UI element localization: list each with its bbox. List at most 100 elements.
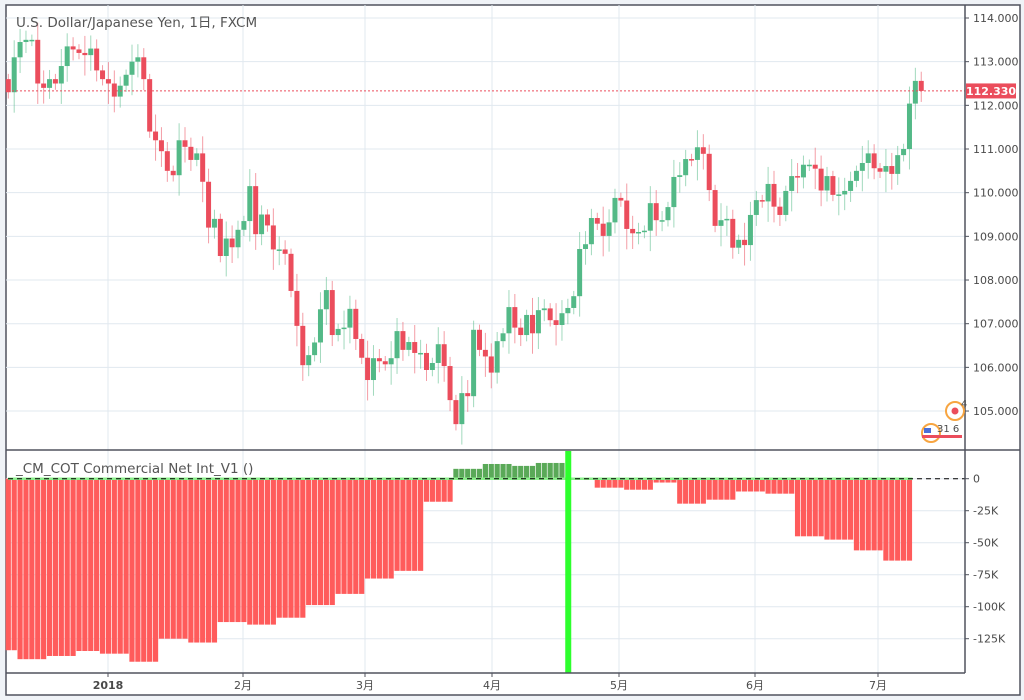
- candle-body: [812, 164, 818, 169]
- candle-body: [388, 358, 394, 365]
- candle-body: [700, 147, 706, 154]
- candle: [594, 212, 600, 230]
- time-tick-label: 3月: [356, 679, 374, 692]
- candle: [329, 280, 335, 347]
- candle: [347, 295, 353, 344]
- cot-bar: [335, 478, 341, 594]
- candle-body: [848, 180, 854, 191]
- candle: [700, 134, 706, 170]
- candle-body: [742, 239, 748, 246]
- cot-bar: [765, 478, 771, 494]
- candle-body: [394, 331, 400, 359]
- candle-body: [453, 400, 459, 425]
- candle-body: [647, 203, 653, 231]
- cot-bar: [524, 465, 530, 479]
- cot-bar: [777, 478, 783, 494]
- candle: [636, 222, 642, 245]
- cot-bar: [52, 478, 59, 656]
- candle-body: [883, 166, 889, 172]
- economic-event-marker[interactable]: 31 6: [921, 423, 962, 443]
- candle: [200, 136, 206, 203]
- cot-bar: [270, 478, 276, 625]
- candle-body: [565, 307, 571, 314]
- candle: [653, 190, 659, 236]
- candle-body: [588, 218, 594, 245]
- candle-body: [423, 352, 429, 370]
- candle-body: [859, 162, 865, 171]
- candle-body: [853, 170, 859, 181]
- candle: [29, 34, 35, 47]
- candle-body: [323, 290, 329, 310]
- cot-bar: [147, 478, 153, 662]
- chart-title[interactable]: U.S. Dollar/Japanese Yen, 1日, FXCM: [16, 15, 257, 31]
- time-axis[interactable]: 2018 2月 3月 4月 5月 6月 7月: [93, 673, 887, 692]
- cot-bar: [99, 478, 106, 654]
- candle: [376, 349, 382, 373]
- candle-body: [488, 356, 494, 373]
- indicator-axis[interactable]: 0 -25K -50K -75K -100K -125K: [965, 473, 1006, 646]
- cot-bar: [64, 478, 70, 656]
- candle: [665, 201, 671, 227]
- cot-bar: [258, 478, 265, 625]
- candle-body: [789, 176, 795, 191]
- alert-dot-icon: [951, 407, 959, 415]
- cot-bar: [194, 478, 200, 643]
- candle-body: [211, 218, 217, 228]
- candle: [52, 73, 58, 90]
- cot-bar: [353, 478, 359, 594]
- candle: [153, 114, 159, 161]
- candle-body: [412, 342, 418, 353]
- candle-body: [5, 79, 11, 93]
- candle: [842, 177, 848, 211]
- candle: [530, 297, 536, 354]
- candle: [82, 35, 88, 76]
- candle: [689, 153, 695, 167]
- candle: [288, 248, 294, 298]
- cot-bar: [200, 478, 206, 643]
- cot-bar: [488, 463, 494, 479]
- candle: [871, 144, 877, 180]
- last-price-label: 112.330: [966, 85, 1016, 98]
- cot-bar: [653, 478, 659, 483]
- candle: [388, 341, 394, 385]
- alert-marker[interactable]: 4: [945, 399, 967, 421]
- price-tick-label: 112.000: [973, 99, 1019, 112]
- candle-body: [641, 230, 647, 233]
- indicator-tick-label: -75K: [973, 569, 999, 582]
- candle-body: [901, 149, 907, 156]
- price-tick-label: 114.000: [973, 12, 1019, 25]
- indicator-title[interactable]: _CM_COT Commercial Net Int_V1 (): [15, 461, 253, 477]
- candle-body: [400, 331, 406, 350]
- candle-body: [765, 183, 771, 202]
- cot-bar: [482, 463, 488, 479]
- candle-body: [694, 147, 700, 160]
- candle-body: [506, 307, 512, 334]
- candle-body: [229, 238, 235, 248]
- candle-body: [465, 393, 471, 397]
- cot-bar: [323, 478, 329, 606]
- candle: [800, 155, 806, 189]
- candle-body: [718, 220, 724, 226]
- cot-bar: [5, 478, 11, 651]
- alert-label: 4: [961, 399, 967, 410]
- cot-bar: [736, 478, 742, 492]
- cot-bar: [235, 478, 241, 623]
- price-axis[interactable]: 114.000 113.000 112.000 111.000 110.000 109.0…: [965, 12, 1019, 418]
- candle-body: [312, 342, 318, 356]
- candle-body: [906, 103, 912, 150]
- candle-body: [482, 349, 488, 357]
- candle-body: [188, 146, 194, 160]
- cot-bar: [253, 478, 259, 625]
- candle-body: [753, 200, 759, 215]
- candle: [135, 44, 141, 78]
- cot-bar: [329, 478, 335, 606]
- candle: [795, 162, 801, 194]
- candle-body: [129, 61, 135, 75]
- cot-bar: [647, 478, 653, 490]
- candle: [323, 276, 329, 326]
- candle-body: [406, 342, 412, 350]
- cot-bar: [635, 478, 642, 490]
- candle-body: [494, 341, 500, 373]
- cot-bar: [771, 478, 777, 494]
